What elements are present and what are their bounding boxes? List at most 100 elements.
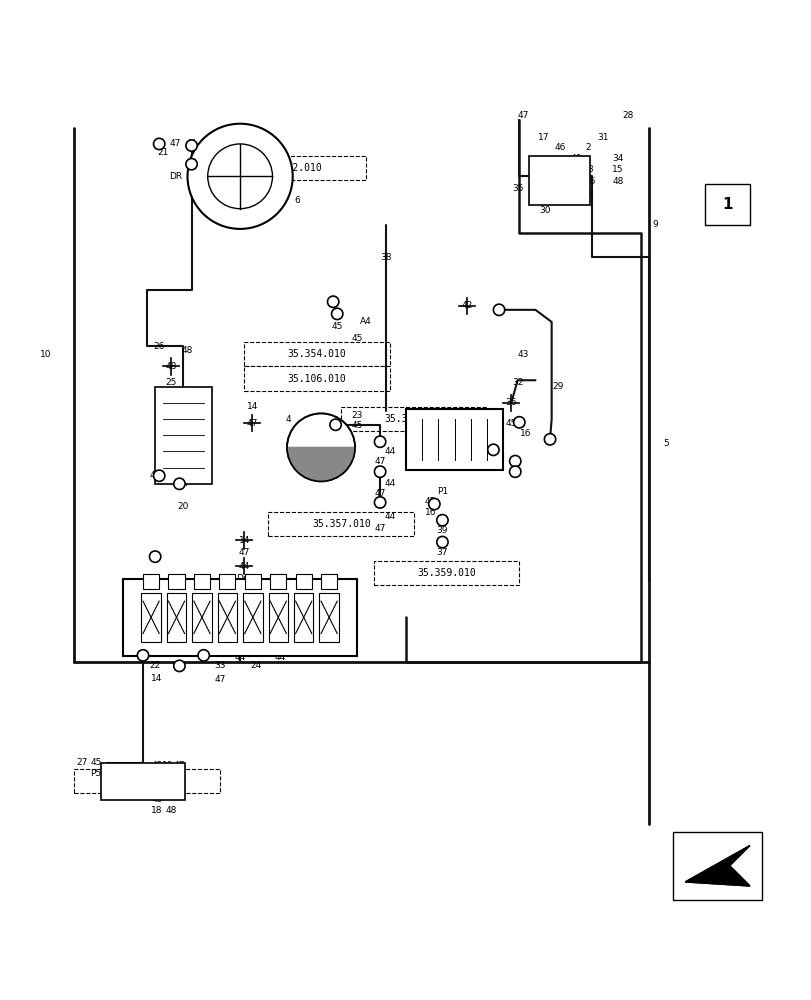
Bar bbox=[529, 156, 590, 205]
Text: 45: 45 bbox=[487, 445, 499, 454]
Bar bbox=[101, 763, 185, 800]
Text: 44: 44 bbox=[384, 512, 395, 521]
Text: 29: 29 bbox=[551, 382, 563, 391]
Circle shape bbox=[187, 124, 292, 229]
Text: 47: 47 bbox=[436, 538, 448, 547]
Bar bbox=[155, 387, 212, 484]
Text: Dr3: Dr3 bbox=[256, 580, 272, 589]
Text: 46: 46 bbox=[584, 177, 595, 186]
Text: 31: 31 bbox=[596, 133, 607, 142]
Circle shape bbox=[331, 308, 342, 320]
Text: 48: 48 bbox=[436, 516, 448, 525]
Text: 27: 27 bbox=[416, 421, 427, 430]
Circle shape bbox=[153, 138, 165, 150]
Text: 12: 12 bbox=[251, 148, 262, 157]
Text: 47: 47 bbox=[238, 548, 250, 557]
Text: 27: 27 bbox=[76, 758, 88, 767]
Text: 47: 47 bbox=[174, 661, 185, 670]
Text: 44: 44 bbox=[487, 457, 499, 466]
Text: 15: 15 bbox=[611, 165, 623, 174]
FancyBboxPatch shape bbox=[268, 512, 414, 536]
Circle shape bbox=[174, 660, 185, 672]
Text: 42: 42 bbox=[461, 301, 472, 310]
Text: 32: 32 bbox=[512, 378, 523, 387]
Text: 7: 7 bbox=[208, 196, 214, 205]
Circle shape bbox=[487, 444, 499, 455]
Text: 16: 16 bbox=[424, 508, 436, 517]
Text: 47: 47 bbox=[198, 653, 209, 662]
Text: 44: 44 bbox=[238, 562, 250, 571]
Text: 10: 10 bbox=[40, 350, 52, 359]
Bar bbox=[268, 593, 288, 642]
Bar bbox=[143, 574, 159, 589]
Text: 48: 48 bbox=[165, 362, 177, 371]
Circle shape bbox=[327, 296, 338, 307]
Text: 18: 18 bbox=[151, 806, 162, 815]
Text: 48: 48 bbox=[182, 346, 193, 355]
Text: 47: 47 bbox=[214, 675, 225, 684]
Circle shape bbox=[329, 419, 341, 430]
Text: 44: 44 bbox=[295, 643, 306, 652]
Text: 35.354.010: 35.354.010 bbox=[287, 349, 346, 359]
Text: 46: 46 bbox=[553, 143, 564, 152]
Text: 20: 20 bbox=[178, 502, 189, 511]
Text: 35.359.010: 35.359.010 bbox=[417, 568, 475, 578]
Text: 47: 47 bbox=[327, 297, 338, 306]
Text: 22: 22 bbox=[149, 661, 161, 670]
Text: 45: 45 bbox=[331, 322, 342, 331]
Circle shape bbox=[374, 497, 385, 508]
Text: 33: 33 bbox=[214, 661, 225, 670]
Bar bbox=[141, 593, 161, 642]
Text: 44: 44 bbox=[178, 411, 189, 420]
Text: 48: 48 bbox=[493, 305, 504, 314]
Text: IN: IN bbox=[547, 163, 555, 169]
Polygon shape bbox=[684, 846, 749, 886]
FancyBboxPatch shape bbox=[341, 407, 487, 431]
Text: 26: 26 bbox=[153, 342, 165, 351]
Text: 45: 45 bbox=[351, 421, 363, 430]
Text: Dr2: Dr2 bbox=[236, 574, 252, 583]
Text: 45: 45 bbox=[424, 497, 436, 506]
Text: 43: 43 bbox=[517, 350, 529, 359]
Text: 48: 48 bbox=[543, 435, 555, 444]
Text: A1: A1 bbox=[437, 421, 448, 430]
Text: 48: 48 bbox=[611, 177, 623, 186]
Text: 14: 14 bbox=[238, 536, 250, 545]
Wedge shape bbox=[287, 447, 354, 481]
Circle shape bbox=[436, 536, 448, 548]
Text: 35.357.050: 35.357.050 bbox=[384, 414, 443, 424]
Text: 47: 47 bbox=[149, 552, 161, 561]
FancyBboxPatch shape bbox=[373, 561, 519, 585]
Circle shape bbox=[513, 417, 524, 428]
Circle shape bbox=[509, 455, 521, 467]
Bar bbox=[320, 574, 337, 589]
Bar bbox=[672, 832, 761, 900]
Text: 48: 48 bbox=[165, 806, 177, 815]
Text: 5: 5 bbox=[663, 439, 668, 448]
FancyBboxPatch shape bbox=[220, 156, 365, 180]
Text: P1: P1 bbox=[436, 487, 448, 496]
Text: 45: 45 bbox=[505, 419, 517, 428]
Text: 35.357.010: 35.357.010 bbox=[311, 519, 370, 529]
Text: 41: 41 bbox=[137, 593, 148, 602]
Circle shape bbox=[208, 144, 272, 209]
Text: 44: 44 bbox=[186, 139, 197, 148]
Text: 2: 2 bbox=[585, 143, 590, 152]
Text: P1: P1 bbox=[147, 769, 155, 775]
Text: 35.352.010: 35.352.010 bbox=[263, 163, 322, 173]
Circle shape bbox=[543, 434, 555, 445]
Text: 47: 47 bbox=[374, 457, 385, 466]
Circle shape bbox=[137, 650, 148, 661]
Text: 3: 3 bbox=[587, 190, 593, 199]
Text: 47: 47 bbox=[374, 489, 385, 498]
Bar bbox=[406, 409, 503, 470]
Bar bbox=[166, 593, 186, 642]
Text: 24: 24 bbox=[251, 661, 262, 670]
Circle shape bbox=[186, 159, 197, 170]
Text: 47: 47 bbox=[137, 649, 148, 658]
Text: 37: 37 bbox=[436, 548, 448, 557]
Circle shape bbox=[374, 436, 385, 447]
Text: 46: 46 bbox=[329, 421, 341, 430]
Text: 45: 45 bbox=[151, 795, 162, 804]
Text: 47: 47 bbox=[509, 467, 521, 476]
